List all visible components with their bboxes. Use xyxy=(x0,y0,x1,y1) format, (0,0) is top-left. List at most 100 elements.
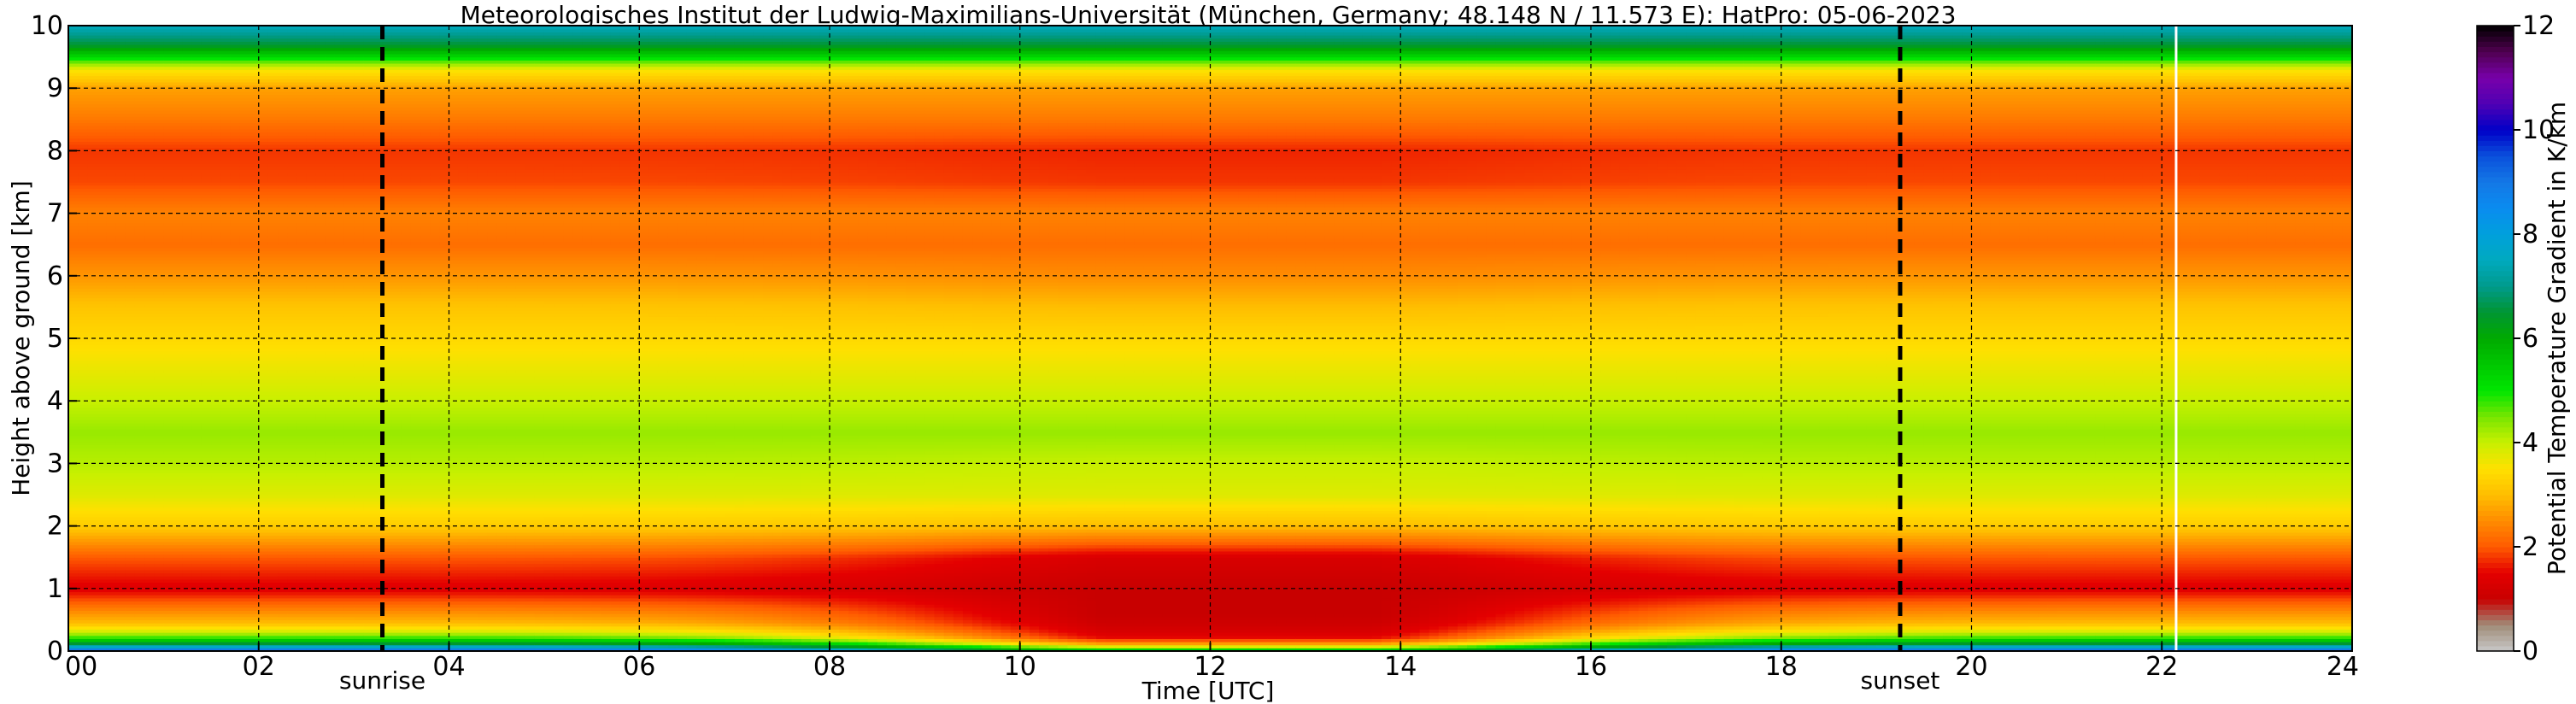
heatmap-cell xyxy=(106,288,117,292)
heatmap-cell xyxy=(267,431,279,437)
heatmap-cell xyxy=(287,457,297,461)
heatmap-cell xyxy=(182,431,193,437)
heatmap-cell xyxy=(239,263,250,267)
heatmap-cell xyxy=(125,294,136,299)
heatmap-cell xyxy=(163,91,174,96)
heatmap-cell xyxy=(182,375,193,380)
heatmap-cell xyxy=(182,69,193,73)
heatmap-cell xyxy=(211,126,221,130)
heatmap-cell xyxy=(201,185,212,189)
heatmap-cell xyxy=(278,582,288,586)
heatmap-cell xyxy=(249,310,260,314)
heatmap-cell xyxy=(97,238,108,243)
heatmap-cell xyxy=(163,613,174,618)
heatmap-cell xyxy=(125,363,136,367)
heatmap-cell xyxy=(287,366,297,371)
heatmap-cell xyxy=(144,569,155,574)
heatmap-cell xyxy=(278,629,288,633)
heatmap-cell xyxy=(173,329,184,333)
heatmap-cell xyxy=(68,219,79,224)
heatmap-cell xyxy=(201,150,212,155)
heatmap-cell xyxy=(258,53,269,58)
heatmap-cell xyxy=(115,488,126,492)
heatmap-cell xyxy=(287,273,297,277)
heatmap-cell xyxy=(191,209,202,214)
heatmap-cell xyxy=(97,116,108,120)
heatmap-cell xyxy=(173,263,184,267)
heatmap-cell xyxy=(258,103,269,108)
heatmap-cell xyxy=(287,378,297,383)
heatmap-cell xyxy=(125,460,136,464)
heatmap-cell xyxy=(115,591,126,595)
heatmap-cell xyxy=(258,44,269,49)
heatmap-cell xyxy=(144,382,155,386)
heatmap-cell xyxy=(134,431,145,437)
heatmap-cell xyxy=(267,403,279,408)
heatmap-cell xyxy=(78,53,88,58)
heatmap-cell xyxy=(249,141,260,145)
heatmap-cell xyxy=(191,147,202,151)
heatmap-cell xyxy=(163,360,174,364)
heatmap-cell xyxy=(68,128,79,133)
heatmap-cell xyxy=(154,53,164,58)
heatmap-cell xyxy=(115,219,126,224)
heatmap-cell xyxy=(182,79,193,83)
heatmap-cell xyxy=(87,141,98,145)
heatmap-cell xyxy=(125,597,136,602)
heatmap-cell xyxy=(239,363,250,367)
heatmap-cell xyxy=(220,648,231,652)
heatmap-cell xyxy=(125,182,136,186)
heatmap-cell xyxy=(267,160,279,164)
heatmap-cell xyxy=(182,32,193,36)
heatmap-cell xyxy=(296,384,308,390)
heatmap-cell xyxy=(182,554,193,558)
heatmap-cell xyxy=(230,585,241,590)
heatmap-cell xyxy=(296,610,308,614)
heatmap-cell xyxy=(191,588,202,593)
heatmap-cell xyxy=(68,34,79,39)
heatmap-cell xyxy=(125,482,136,486)
heatmap-cell xyxy=(220,329,231,333)
heatmap-cell xyxy=(125,560,136,565)
heatmap-cell xyxy=(230,173,241,177)
heatmap-cell xyxy=(239,588,250,593)
heatmap-cell xyxy=(182,138,193,143)
heatmap-cell xyxy=(97,638,108,642)
heatmap-cell xyxy=(220,122,231,126)
heatmap-cell xyxy=(173,644,184,648)
heatmap-cell xyxy=(191,541,202,546)
heatmap-cell xyxy=(125,397,136,402)
heatmap-cell xyxy=(201,491,212,496)
heatmap-cell xyxy=(78,519,88,524)
heatmap-cell xyxy=(144,238,155,243)
heatmap-cell xyxy=(220,69,231,73)
heatmap-cell xyxy=(68,422,79,427)
heatmap-cell xyxy=(211,360,221,364)
heatmap-cell xyxy=(258,269,269,273)
heatmap-cell xyxy=(115,288,126,292)
heatmap-cell xyxy=(287,179,297,183)
heatmap-cell xyxy=(78,128,88,133)
heatmap-cell xyxy=(201,485,212,490)
heatmap-cell xyxy=(125,619,136,624)
heatmap-cell xyxy=(173,254,184,258)
heatmap-cell xyxy=(68,610,79,614)
heatmap-cell xyxy=(201,476,212,480)
heatmap-cell xyxy=(115,425,126,430)
heatmap-cell xyxy=(287,394,297,399)
heatmap-cell xyxy=(211,179,221,183)
heatmap-cell xyxy=(230,460,241,464)
heatmap-cell xyxy=(211,610,221,614)
heatmap-cell xyxy=(258,307,269,311)
heatmap-cell xyxy=(173,347,184,352)
heatmap-cell xyxy=(258,28,269,32)
heatmap-cell xyxy=(287,338,297,343)
heatmap-cell xyxy=(163,416,174,420)
heatmap-cell xyxy=(296,373,308,377)
heatmap-cell xyxy=(267,100,279,105)
heatmap-cell xyxy=(230,222,241,226)
heatmap-cell xyxy=(134,638,145,642)
heatmap-cell xyxy=(87,382,98,386)
heatmap-cell xyxy=(258,638,269,642)
heatmap-cell xyxy=(87,97,98,102)
